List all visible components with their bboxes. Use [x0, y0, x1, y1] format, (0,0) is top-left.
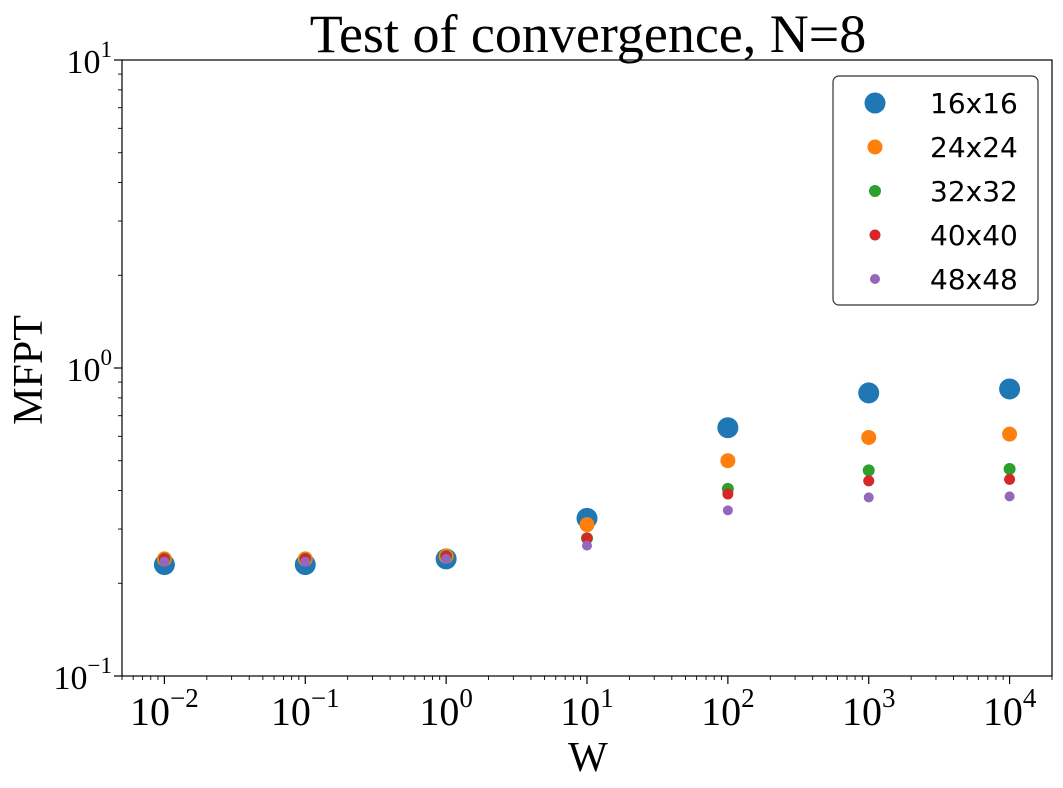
- data-point: [999, 378, 1021, 400]
- legend-marker: [869, 185, 881, 197]
- data-point: [858, 382, 880, 404]
- x-tick-label: 104: [983, 683, 1037, 734]
- data-point: [1004, 491, 1015, 502]
- legend-marker: [867, 139, 883, 155]
- legend-label: 40x40: [930, 219, 1018, 252]
- series-48x48: [159, 491, 1015, 567]
- legend-marker: [870, 274, 880, 284]
- data-points: [153, 378, 1021, 576]
- data-point: [300, 556, 311, 567]
- data-point: [717, 417, 739, 439]
- legend-label: 48x48: [930, 263, 1018, 296]
- legend-label: 16x16: [930, 87, 1018, 120]
- data-point: [862, 464, 875, 477]
- y-tick-label: 101: [67, 37, 113, 81]
- data-point: [861, 429, 877, 445]
- data-point: [863, 492, 874, 503]
- chart-title: Test of convergence, N=8: [310, 4, 866, 64]
- x-tick-label: 103: [842, 683, 896, 734]
- x-axis-label: W: [568, 735, 608, 781]
- data-point: [441, 553, 452, 564]
- x-tick-label: 102: [701, 683, 755, 734]
- legend-marker: [864, 92, 886, 114]
- legend-frame: [832, 75, 1039, 306]
- data-point: [581, 532, 593, 544]
- data-point: [863, 475, 875, 487]
- data-point: [579, 517, 595, 533]
- data-point: [720, 453, 736, 469]
- x-tick-label: 101: [560, 683, 614, 734]
- x-tick-label: 100: [419, 683, 473, 734]
- data-point: [1004, 473, 1016, 485]
- data-point: [1003, 462, 1016, 475]
- legend-label: 32x32: [930, 175, 1018, 208]
- y-axis: 10−1 100 101: [54, 37, 122, 697]
- data-point: [1002, 426, 1018, 442]
- x-axis: 10−2 10−1 100 101 102 103 104: [121, 676, 1053, 734]
- data-point: [722, 505, 733, 516]
- legend-label: 24x24: [930, 131, 1018, 164]
- y-axis-label: MFPT: [6, 315, 52, 425]
- x-tick-label: 10−2: [130, 683, 199, 734]
- y-tick-label: 10−1: [54, 653, 112, 697]
- y-tick-label: 100: [67, 345, 113, 389]
- data-point: [722, 488, 734, 500]
- legend: 16x16 24x24 32x32 40x40 48x48: [832, 75, 1039, 306]
- data-point: [159, 556, 170, 567]
- data-point: [582, 540, 592, 551]
- x-tick-label: 10−1: [271, 683, 340, 734]
- legend-marker: [869, 229, 881, 241]
